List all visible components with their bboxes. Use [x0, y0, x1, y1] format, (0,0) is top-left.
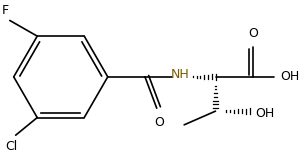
- Text: O: O: [154, 116, 164, 129]
- Text: F: F: [1, 4, 8, 17]
- Text: OH: OH: [256, 107, 275, 120]
- Text: OH: OH: [280, 70, 299, 83]
- Text: O: O: [248, 27, 258, 40]
- Text: NH: NH: [171, 68, 190, 81]
- Text: Cl: Cl: [6, 140, 18, 153]
